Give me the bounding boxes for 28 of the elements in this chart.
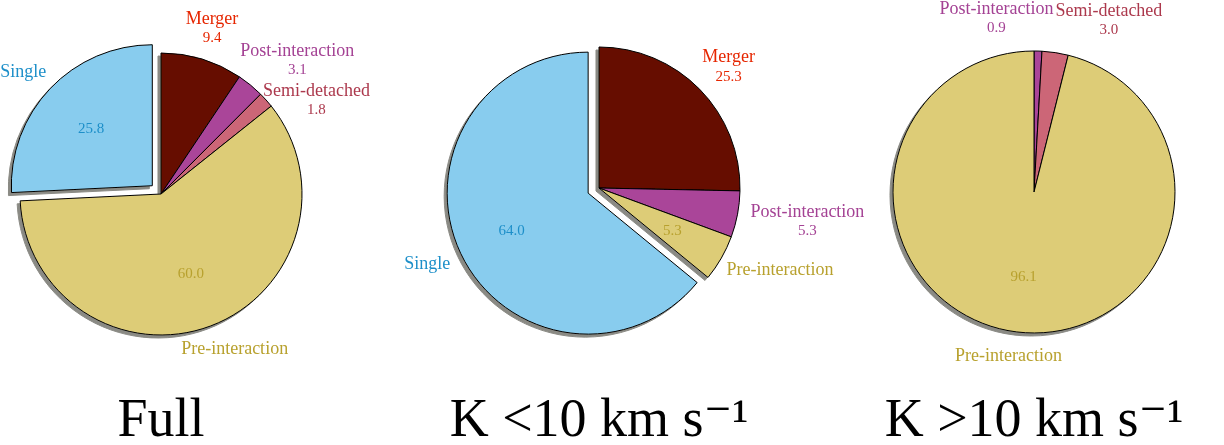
- data-label: 1.8: [307, 100, 326, 117]
- text: Full: [117, 388, 205, 445]
- slice-label: Post-interaction: [750, 200, 865, 221]
- data-label: 3.0: [1099, 21, 1119, 38]
- slice-label: Pre-interaction: [955, 345, 1062, 366]
- text: K <10 km s⁻¹: [449, 388, 749, 445]
- slice-label: Merger: [702, 46, 755, 67]
- slice-label: Post-interaction: [240, 39, 355, 60]
- data-label: 96.1: [1010, 268, 1037, 285]
- text: K >10 km s⁻¹: [884, 388, 1184, 445]
- data-label: 60.0: [177, 265, 204, 282]
- pie-slice: [892, 50, 1176, 334]
- slice-label: Semi-detached: [262, 79, 370, 100]
- data-label: 0.9: [987, 19, 1006, 36]
- slice-label: Pre-interaction: [181, 337, 289, 358]
- slice-label: Single: [0, 60, 47, 81]
- slice-label: Single: [404, 252, 451, 273]
- data-label: 64.0: [498, 221, 525, 238]
- data-label: 9.4: [202, 28, 222, 45]
- slice-label: Post-interaction: [939, 0, 1054, 19]
- slice-label: Pre-interaction: [726, 259, 834, 280]
- data-label: 25.8: [77, 119, 105, 136]
- data-label: 5.3: [663, 222, 682, 239]
- data-label: 3.1: [287, 60, 307, 77]
- data-label: 25.3: [715, 67, 742, 84]
- slice-label: Semi-detached: [1055, 0, 1163, 21]
- data-label: 5.3: [798, 221, 817, 238]
- slice-label: Merger: [185, 7, 239, 28]
